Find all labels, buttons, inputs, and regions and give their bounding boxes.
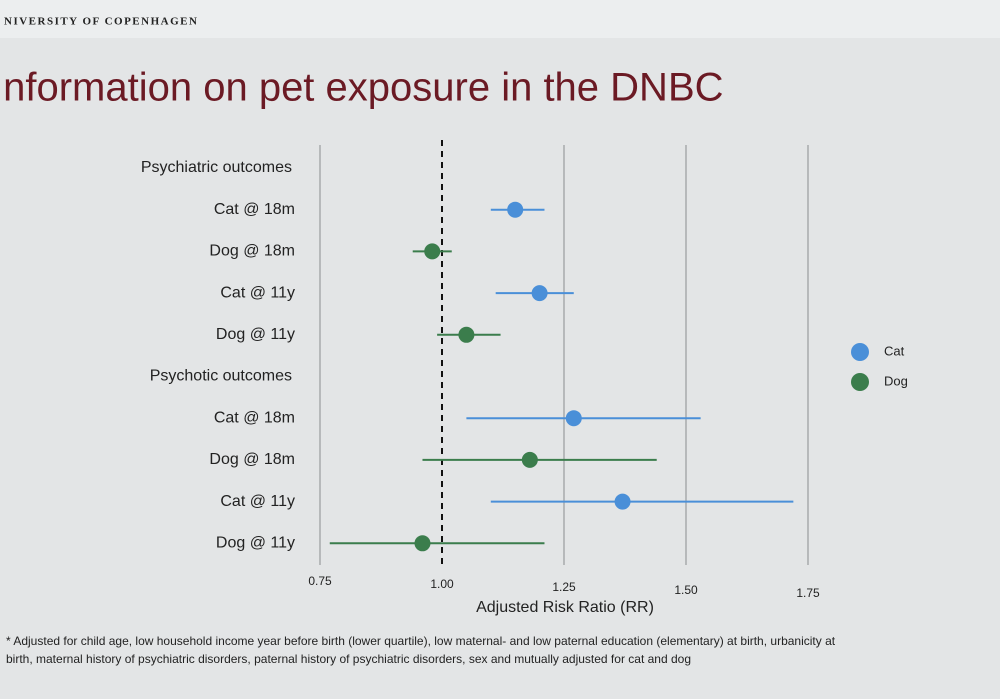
group-label: Psychiatric outcomes	[141, 159, 292, 176]
header: NIVERSITY OF COPENHAGEN	[4, 16, 198, 28]
point-estimate	[531, 285, 548, 302]
row-label: Dog @ 11y	[216, 535, 295, 552]
row-label: Dog @ 18m	[209, 451, 295, 468]
row-label: Dog @ 18m	[209, 243, 295, 260]
chart-title: Information on pet exposure in the DNBC	[0, 66, 724, 110]
group-label: Psychotic outcomes	[150, 368, 292, 385]
row-label: Cat @ 18m	[214, 409, 295, 426]
x-tick-label: 0.75	[308, 574, 332, 588]
point-estimate	[521, 451, 538, 468]
point-estimate	[458, 326, 475, 343]
row-label: Cat @ 11y	[220, 284, 295, 301]
point-estimate	[414, 535, 431, 552]
row-label: Cat @ 11y	[220, 493, 295, 510]
row-label: Dog @ 11y	[216, 326, 295, 343]
legend-label: Dog	[884, 373, 908, 388]
legend-label: Cat	[884, 343, 905, 358]
point-estimate	[565, 410, 582, 427]
header-bar	[0, 0, 1000, 38]
point-estimate	[424, 243, 441, 260]
x-axis-label: Adjusted Risk Ratio (RR)	[476, 599, 654, 616]
x-tick-label: 1.75	[796, 586, 820, 600]
point-estimate	[507, 201, 524, 218]
footnote: * Adjusted for child age, low household …	[6, 634, 836, 648]
x-tick-label: 1.25	[552, 580, 576, 594]
legend-marker	[851, 343, 869, 361]
x-tick-label: 1.00	[430, 577, 454, 591]
footnote: birth, maternal history of psychiatric d…	[6, 652, 691, 666]
point-estimate	[614, 493, 631, 510]
row-label: Cat @ 18m	[214, 201, 295, 218]
legend-marker	[851, 373, 869, 391]
x-tick-label: 1.50	[674, 583, 698, 597]
